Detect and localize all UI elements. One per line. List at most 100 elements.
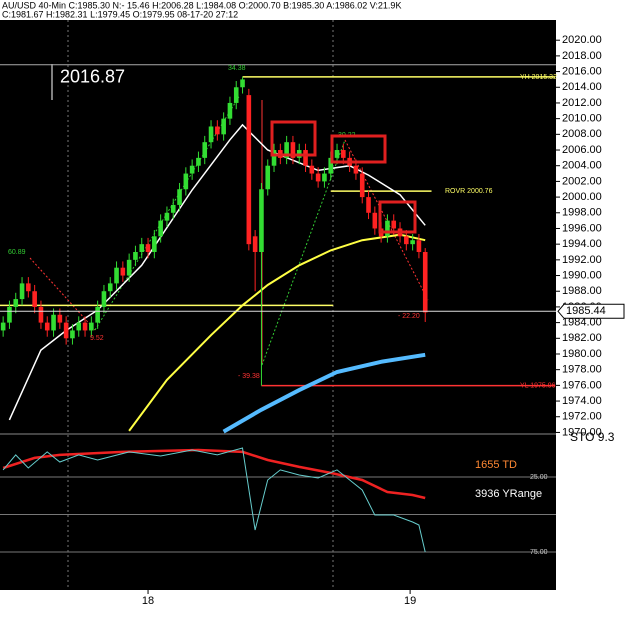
y-tick-label: 1998.00 — [562, 207, 602, 219]
y-tick-label: 2018.00 — [562, 50, 602, 62]
swing-label: 9.52 — [90, 335, 104, 342]
candle-body — [265, 165, 271, 190]
candle-body — [202, 142, 208, 158]
marks: YH 2015.32 ROVR 2000.76 YL 1975.96 2016.87 6… — [0, 64, 614, 556]
candle-body — [315, 173, 321, 182]
osc-label: 1655 TD — [475, 459, 517, 471]
candle-body — [126, 259, 132, 276]
crosshair-label: 2016.87 — [60, 67, 125, 87]
candle-body — [366, 197, 371, 213]
candle-body — [133, 252, 138, 260]
candle-body — [290, 142, 296, 158]
osc-tick-label: 25.00 — [530, 474, 548, 481]
candle-body — [404, 236, 409, 245]
highlight-box — [378, 200, 417, 234]
header-line: C:1981.67 H:1982.31 L:1979.45 O:1979.95 … — [2, 9, 238, 19]
highlight-box — [270, 120, 317, 157]
osc-label: 3936 YRange — [475, 488, 542, 500]
candle-body — [309, 165, 315, 174]
candle-body — [422, 252, 428, 313]
candle-body — [32, 291, 37, 307]
candle-body — [303, 150, 308, 166]
y-tick-label: 2012.00 — [562, 97, 602, 109]
candle-body — [114, 267, 119, 284]
candle-body — [416, 240, 422, 253]
candle-body — [0, 322, 6, 331]
candle-body — [57, 314, 63, 323]
candle-body — [183, 173, 189, 190]
candle-body — [334, 150, 340, 158]
osc-label: STO 15, — [570, 511, 614, 525]
y-tick-label: 1994.00 — [562, 238, 602, 250]
candle-body — [271, 150, 277, 166]
last-price-label: 1985.44 — [566, 305, 606, 317]
candle-body — [13, 299, 19, 307]
candle-body — [70, 330, 75, 339]
y-tick-label: 2006.00 — [562, 144, 602, 156]
moving-average — [222, 352, 426, 434]
candle-body — [82, 322, 88, 331]
candle-body — [259, 189, 264, 253]
osc-tick-label: 75.00 — [530, 549, 548, 556]
candle-body — [284, 142, 289, 158]
candle-body — [107, 283, 113, 292]
y-tick-label: 1988.00 — [562, 285, 602, 297]
candle-body — [246, 95, 252, 245]
level-label: YL 1975.96 — [520, 383, 556, 390]
y-tick-label: 2002.00 — [562, 175, 602, 187]
candle-body — [51, 314, 56, 331]
candle-body — [38, 306, 44, 323]
swing-label: 34.38 — [228, 65, 246, 72]
last-price-box — [557, 303, 625, 319]
candle-body — [322, 173, 327, 182]
y-tick-label: 2010.00 — [562, 113, 602, 125]
candle-body — [177, 189, 182, 205]
level-label: ROVR 2000.76 — [445, 188, 493, 195]
candle-body — [101, 291, 107, 307]
y-tick-label: 2016.00 — [562, 65, 602, 77]
candle-body — [385, 220, 390, 237]
candle-body — [227, 102, 233, 119]
y-tick-label: 2000.00 — [562, 191, 602, 203]
candle-body — [44, 322, 50, 331]
candle-body — [196, 157, 201, 166]
candle-body — [164, 212, 170, 221]
candle-body — [341, 150, 346, 158]
y-tick-label: 2020.00 — [562, 34, 602, 46]
y-tick-label: 1972.00 — [562, 411, 602, 423]
candle-body — [353, 165, 359, 174]
candle-body — [120, 267, 126, 276]
oscillator-line — [2, 447, 426, 553]
candle-body — [372, 212, 378, 229]
y-tick-label: 1976.00 — [562, 379, 602, 391]
header-line: AU/USD 40-Min C:1985.30 N:- 15.46 H:2006… — [2, 0, 401, 10]
osc-label: STO 9.3 — [570, 430, 615, 444]
candle-body — [189, 165, 195, 174]
candle-body — [19, 283, 25, 300]
candle-body — [208, 126, 214, 143]
candle-body — [7, 306, 12, 323]
oscillator-line — [2, 448, 426, 500]
candle-body — [359, 173, 365, 198]
y-tick-label: 1982.00 — [562, 332, 602, 344]
y-tick-label: 1990.00 — [562, 269, 602, 281]
candle-body — [95, 306, 100, 323]
highlight-box — [330, 134, 387, 164]
y-tick-label: 1992.00 — [562, 254, 602, 266]
candle-body — [240, 79, 245, 88]
candle-body — [252, 236, 258, 253]
y-tick-label: 1978.00 — [562, 364, 602, 376]
y-tick-label: 2004.00 — [562, 160, 602, 172]
candle-body — [76, 322, 82, 331]
candle-body — [328, 157, 334, 174]
swing-label: - 39.38 — [238, 373, 260, 380]
x-tick-label: 19 — [404, 595, 416, 607]
candle-body — [215, 126, 220, 135]
candle-body — [170, 204, 176, 213]
y-tick-label: 1984.00 — [562, 317, 602, 329]
y-tick-label: 2014.00 — [562, 81, 602, 93]
swing-label: - 22.20 — [398, 313, 420, 320]
y-tick-label: 1980.00 — [562, 348, 602, 360]
y-tick-label: 2008.00 — [562, 128, 602, 140]
